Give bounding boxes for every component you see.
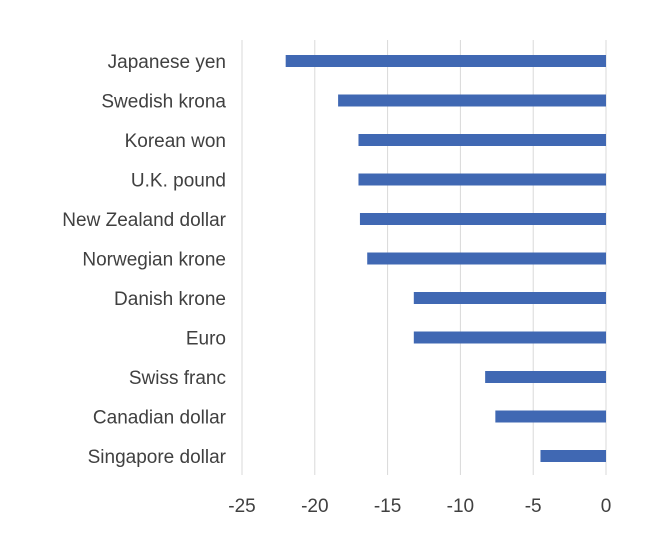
bars [285,55,606,462]
x-tick-label: -20 [301,496,328,517]
bar-swiss-franc [485,371,606,383]
category-label-korean-won: Korean won [125,131,226,152]
bar-euro [413,331,606,344]
category-label-danish-krone: Danish krone [114,289,226,310]
bar-singapore-dollar [540,450,606,462]
category-label-swiss-franc: Swiss franc [129,368,226,389]
category-label-norwegian-krone: Norwegian krone [82,250,226,271]
x-tick-label: -15 [374,496,401,517]
category-label-japanese-yen: Japanese yen [108,52,226,73]
category-label-u-k-pound: U.K. pound [131,171,226,192]
bar-u-k-pound [358,173,606,186]
category-label-singapore-dollar: Singapore dollar [88,447,227,468]
bar-new-zealand-dollar [359,213,606,225]
category-label-new-zealand-dollar: New Zealand dollar [62,210,226,231]
category-label-canadian-dollar: Canadian dollar [93,408,227,429]
category-label-swedish-krona: Swedish krona [101,92,226,113]
bar-danish-krone [413,292,606,304]
bar-japanese-yen [285,55,606,67]
category-labels: Japanese yen Swedish krona Korean won U.K. … [62,52,226,468]
category-label-euro: Euro [186,329,226,350]
x-tick-labels: -25 -20 -15 -10 -5 0 [228,496,611,517]
bar-korean-won [358,134,606,146]
bar-canadian-dollar [495,410,606,423]
x-tick-label: -10 [447,496,474,517]
x-tick-label: 0 [601,496,612,517]
x-tick-label: -25 [228,496,255,517]
x-tick-label: -5 [525,496,542,517]
bar-swedish-krona [338,94,606,107]
bar-norwegian-krone [367,252,606,265]
